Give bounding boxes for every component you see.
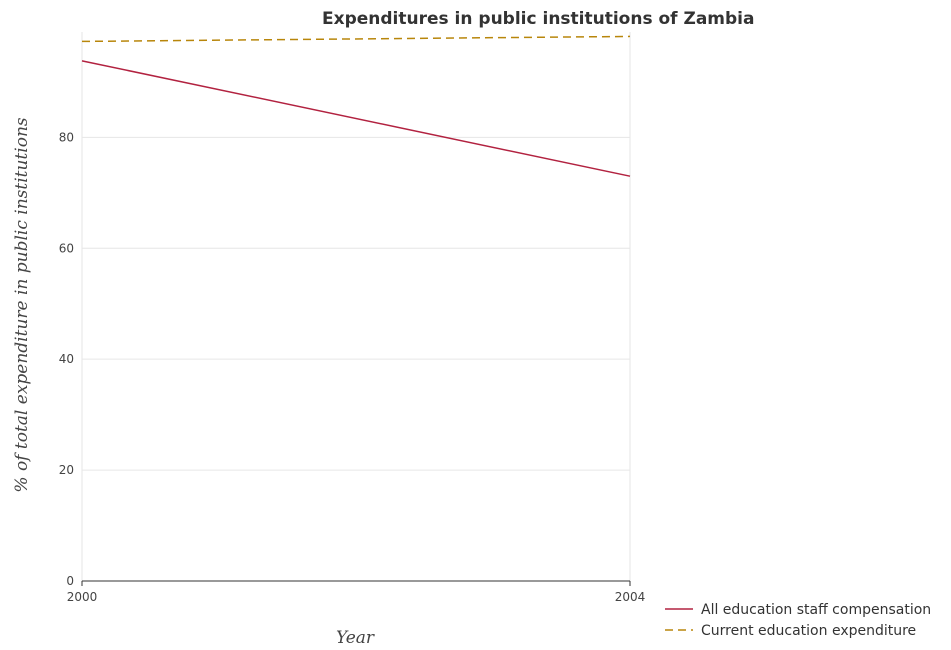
tick-labels: 0 20 40 60 80 2000 2004 (59, 130, 646, 604)
y-tick-label: 60 (59, 241, 74, 255)
series-line-0 (81, 60, 631, 177)
y-tick-label: 40 (59, 352, 74, 366)
x-tick-label: 2004 (615, 590, 646, 604)
series-group (81, 35, 631, 177)
legend-label-1: Current education expenditure (701, 623, 916, 639)
axes (81, 580, 631, 586)
legend: All education staff compensation Current … (665, 602, 931, 639)
legend-label-0: All education staff compensation (701, 602, 931, 618)
x-tick-label: 2000 (67, 590, 98, 604)
y-axis-label: % of total expenditure in public institu… (12, 117, 32, 493)
grid (81, 32, 631, 582)
series-line-1 (81, 35, 631, 43)
x-axis-label: Year (336, 628, 375, 648)
y-tick-label: 0 (66, 574, 74, 588)
y-tick-label: 80 (59, 130, 74, 144)
y-tick-label: 20 (59, 463, 74, 477)
chart-title: Expenditures in public institutions of Z… (322, 9, 754, 29)
